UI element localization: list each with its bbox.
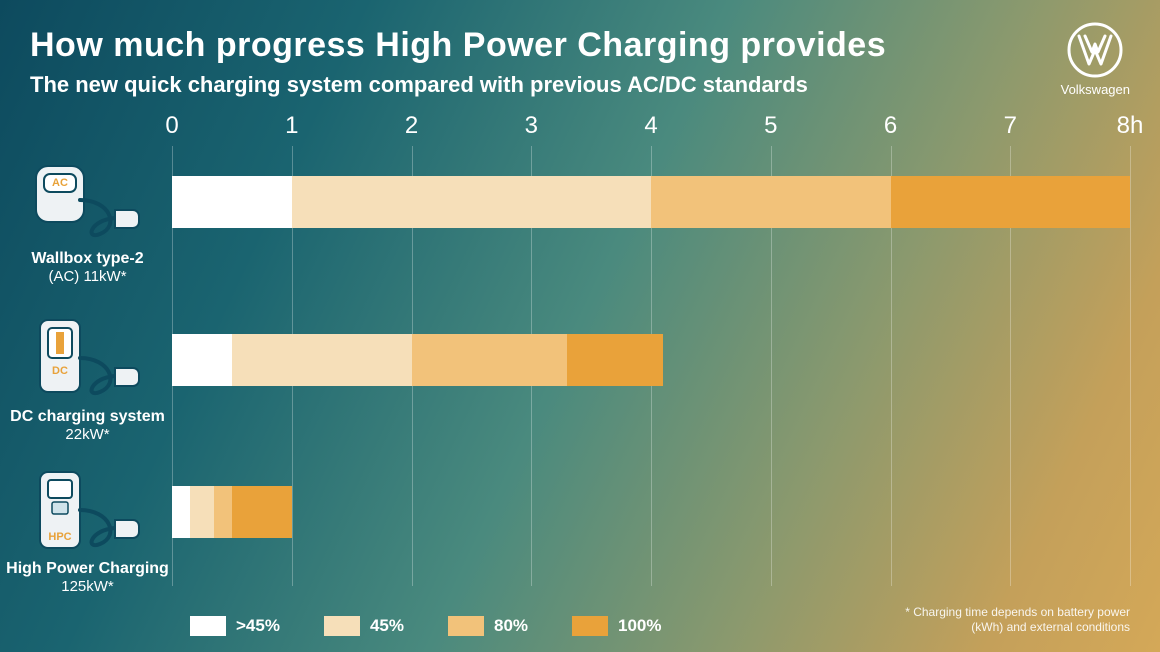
page-title: How much progress High Power Charging pr… — [30, 26, 886, 65]
svg-text:AC: AC — [52, 177, 68, 189]
footnote-line2: (kWh) and external conditions — [905, 620, 1130, 636]
legend-swatch — [448, 616, 484, 636]
bar-segment-p100 — [891, 176, 1131, 228]
brand-name: Volkswagen — [1061, 82, 1130, 97]
bar-segment-p80 — [651, 176, 891, 228]
bar-segment-p45 — [292, 176, 651, 228]
infographic-canvas: How much progress High Power Charging pr… — [0, 0, 1160, 652]
row-labels: Wallbox type-2(AC) 11kW* — [0, 250, 175, 285]
axis-tick: 3 — [525, 112, 538, 140]
axis-tick: 5 — [764, 112, 777, 140]
legend-label: 45% — [370, 616, 404, 636]
bar-segment-p45 — [232, 334, 412, 386]
bar-segment-p45 — [190, 486, 214, 538]
bar-segment-p100 — [567, 334, 663, 386]
legend-swatch — [190, 616, 226, 636]
bar — [172, 486, 292, 538]
legend-item-p80: 80% — [448, 616, 528, 636]
legend-label: >45% — [236, 616, 280, 636]
row-label-1: High Power Charging — [0, 560, 175, 578]
footnote: * Charging time depends on battery power… — [905, 605, 1130, 636]
row-label-2: 22kW* — [0, 426, 175, 443]
legend-swatch — [324, 616, 360, 636]
axis-tick: 0 — [165, 112, 178, 140]
x-axis: 012345678h — [172, 112, 1130, 142]
brand-logo: Volkswagen — [1061, 22, 1130, 97]
chart-row-hpc: HPC High Power Charging125kW* — [0, 470, 1160, 600]
legend-item-p45: 45% — [324, 616, 404, 636]
charger-icon: HPC — [30, 470, 165, 560]
vw-logo-icon — [1067, 22, 1123, 78]
footnote-line1: * Charging time depends on battery power — [905, 605, 1130, 621]
axis-tick: 8h — [1117, 112, 1144, 140]
page-subtitle: The new quick charging system compared w… — [30, 72, 808, 98]
chart-row-wallbox: AC Wallbox type-2(AC) 11kW* — [0, 160, 1160, 290]
axis-tick: 6 — [884, 112, 897, 140]
bar-segment-p80 — [214, 486, 232, 538]
bar-segment-gt45 — [172, 486, 190, 538]
row-label-1: Wallbox type-2 — [0, 250, 175, 268]
row-labels: High Power Charging125kW* — [0, 560, 175, 595]
charger-icon: DC — [30, 318, 165, 408]
row-labels: DC charging system22kW* — [0, 408, 175, 443]
legend: >45% 45% 80% 100% — [190, 616, 662, 636]
legend-item-gt45: >45% — [190, 616, 280, 636]
axis-tick: 7 — [1004, 112, 1017, 140]
svg-text:HPC: HPC — [48, 531, 71, 543]
axis-tick: 1 — [285, 112, 298, 140]
legend-label: 80% — [494, 616, 528, 636]
legend-item-p100: 100% — [572, 616, 661, 636]
bar-segment-gt45 — [172, 334, 232, 386]
row-label-2: 125kW* — [0, 578, 175, 595]
row-label-2: (AC) 11kW* — [0, 268, 175, 285]
charger-icon: AC — [30, 160, 165, 250]
bar-segment-p80 — [412, 334, 568, 386]
bar-segment-gt45 — [172, 176, 292, 228]
bar — [172, 176, 1130, 228]
axis-tick: 2 — [405, 112, 418, 140]
bar-segment-p100 — [232, 486, 292, 538]
row-label-1: DC charging system — [0, 408, 175, 426]
svg-text:DC: DC — [52, 365, 68, 377]
axis-tick: 4 — [644, 112, 657, 140]
legend-label: 100% — [618, 616, 661, 636]
chart-row-dc: DC DC charging system22kW* — [0, 318, 1160, 448]
legend-swatch — [572, 616, 608, 636]
bar — [172, 334, 663, 386]
